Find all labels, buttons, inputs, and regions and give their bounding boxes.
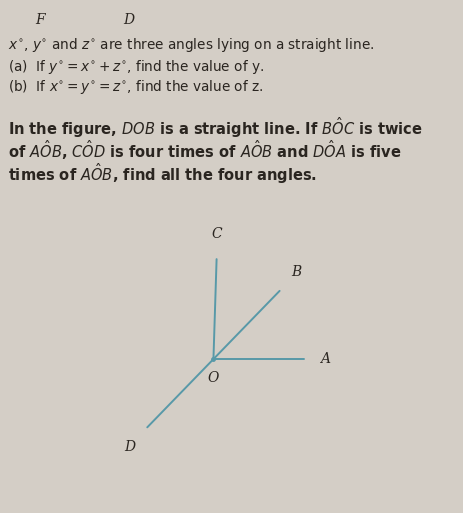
Text: C: C xyxy=(212,227,222,241)
Text: O: O xyxy=(207,371,219,385)
Text: F: F xyxy=(35,13,44,27)
Text: In the figure, $DOB$ is a straight line. If $B\hat{O}C$ is twice: In the figure, $DOB$ is a straight line.… xyxy=(8,115,422,140)
Text: of $A\hat{O}B$, $C\hat{O}D$ is four times of $A\hat{O}B$ and $D\hat{O}A$ is five: of $A\hat{O}B$, $C\hat{O}D$ is four time… xyxy=(8,139,401,162)
Text: D: D xyxy=(123,13,134,27)
Text: (a)  If $y^{\circ} = x^{\circ} + z^{\circ}$, find the value of y.: (a) If $y^{\circ} = x^{\circ} + z^{\circ… xyxy=(8,58,264,76)
Text: (b)  If $x^{\circ} = y^{\circ} = z^{\circ}$, find the value of z.: (b) If $x^{\circ} = y^{\circ} = z^{\circ… xyxy=(8,78,263,96)
Text: B: B xyxy=(291,265,301,279)
Text: A: A xyxy=(319,352,330,366)
Text: $x^{\circ}$, $y^{\circ}$ and $z^{\circ}$ are three angles lying on a straight li: $x^{\circ}$, $y^{\circ}$ and $z^{\circ}$… xyxy=(8,36,374,54)
Text: times of $A\hat{O}B$, find all the four angles.: times of $A\hat{O}B$, find all the four … xyxy=(8,162,317,186)
Text: D: D xyxy=(124,440,135,453)
